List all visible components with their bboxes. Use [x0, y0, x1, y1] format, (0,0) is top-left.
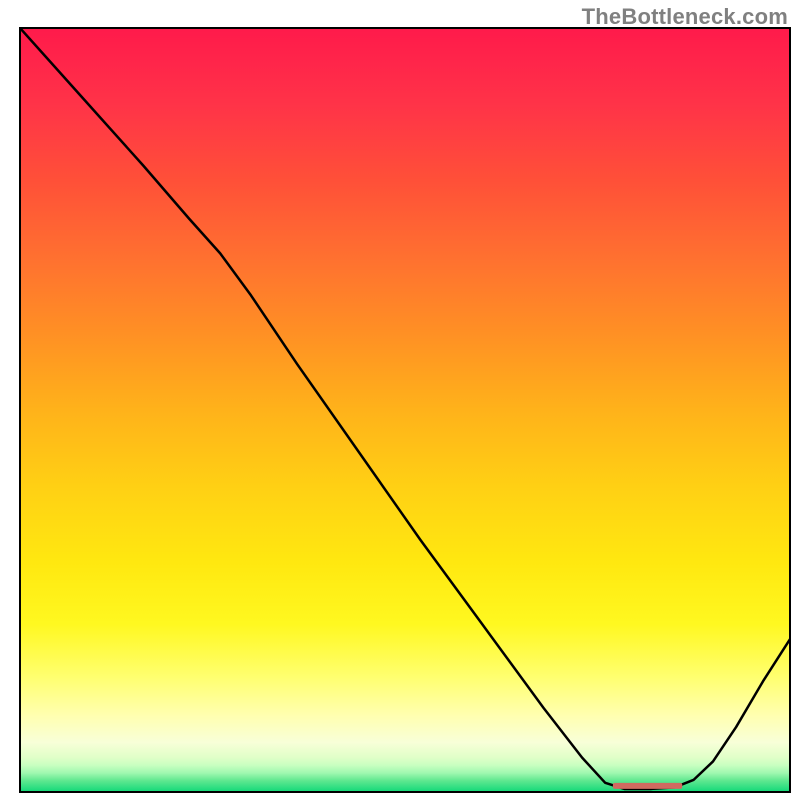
watermark-text: TheBottleneck.com	[582, 4, 788, 30]
chart-plot	[0, 0, 800, 800]
gradient-background	[20, 28, 790, 792]
optimal-range-marker	[613, 783, 682, 789]
